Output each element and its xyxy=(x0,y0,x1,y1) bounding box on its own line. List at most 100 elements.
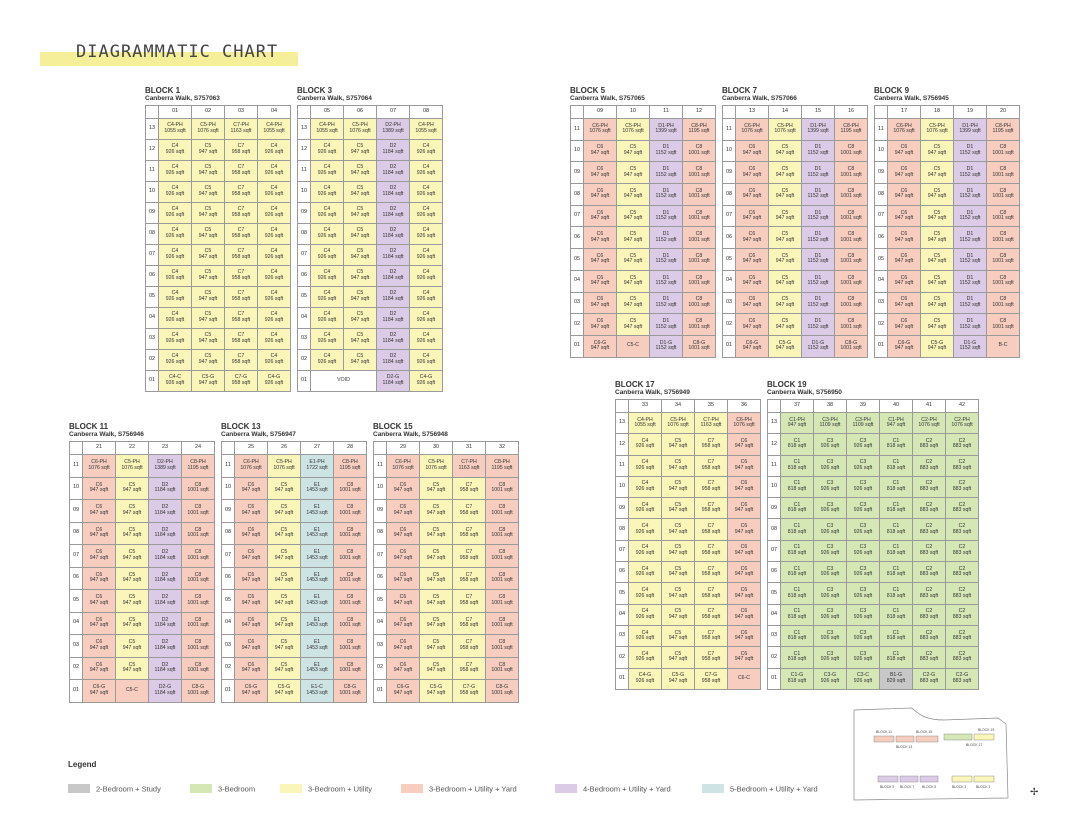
unit-cell: C5 947 sqft xyxy=(419,656,453,680)
unit-cell: C8-PH 1195 sqft xyxy=(485,454,519,478)
unit-area: 958 sqft xyxy=(459,487,479,494)
unit-type: C2 xyxy=(958,501,966,508)
unit-area: 947 sqft xyxy=(927,193,947,200)
unit-cell: E1 1453 sqft xyxy=(300,499,334,523)
unit-area: 1076 sqft xyxy=(667,422,689,429)
unit-cell: C6-G 947 sqft xyxy=(386,679,420,703)
floor-label: 07 xyxy=(297,244,311,266)
unit-area: 947 sqft xyxy=(122,509,142,516)
unit-area: 926 sqft xyxy=(853,549,873,556)
unit-column-header: 32 xyxy=(485,441,519,455)
unit-cell: C3 926 sqft xyxy=(813,561,847,584)
floor-label: 06 xyxy=(297,265,311,287)
unit-cell: C5 947 sqft xyxy=(343,181,377,203)
unit-cell: C4 926 sqft xyxy=(310,349,344,371)
floor-label: 10 xyxy=(570,139,584,163)
unit-type: D1-PH xyxy=(810,122,826,129)
unit-area: 1184 sqft xyxy=(382,254,404,260)
unit-type: C6 xyxy=(247,594,255,601)
unit-type: C5 xyxy=(432,639,440,646)
unit-type: C8 xyxy=(498,639,506,646)
unit-type: C1 xyxy=(793,523,801,530)
unit-cell: C8 1001 sqft xyxy=(485,566,519,590)
unit-type: C2 xyxy=(925,523,933,530)
unit-cell: C7 958 sqft xyxy=(452,476,486,500)
unit-area: 1184 sqft xyxy=(382,275,404,281)
floor-label: 07 xyxy=(767,539,781,563)
unit-area: 958 sqft xyxy=(701,549,721,556)
unit-type: D1 xyxy=(966,274,974,281)
unit-cell: C4 926 sqft xyxy=(257,223,291,245)
unit-cell: C8 1001 sqft xyxy=(682,248,716,271)
unit-column-header: 05 xyxy=(310,105,344,119)
unit-type: C5 xyxy=(204,227,212,234)
unit-area: 926 sqft xyxy=(635,592,655,599)
floor-label: 01 xyxy=(722,334,736,358)
unit-area: 1001 sqft xyxy=(187,689,209,696)
unit-area: 947 sqft xyxy=(775,301,795,308)
unit-cell: C8 1001 sqft xyxy=(333,566,367,590)
unit-cell: C1 818 sqft xyxy=(780,475,814,499)
floor-label: 08 xyxy=(145,223,159,245)
unit-area: 958 sqft xyxy=(701,443,721,450)
unit-area: 947 sqft xyxy=(927,323,947,330)
unit-type: C5 xyxy=(674,501,682,508)
unit-cell: C8 1001 sqft xyxy=(986,183,1020,206)
unit-type: C1 xyxy=(892,565,900,572)
unit-area: 1152 sqft xyxy=(959,323,981,330)
unit-cell: C5 947 sqft xyxy=(343,223,377,245)
unit-type: C3 xyxy=(859,523,867,530)
unit-area: 958 sqft xyxy=(701,528,721,535)
unit-cell: D1 1152 sqft xyxy=(649,313,683,336)
keyplan-block-13 xyxy=(895,735,915,743)
unit-area: 926 sqft xyxy=(820,592,840,599)
unit-type: C6 xyxy=(748,144,756,151)
unit-cell: C2 883 sqft xyxy=(945,603,979,626)
unit-type: C5 xyxy=(128,549,136,556)
unit-area: 1399 sqft xyxy=(807,128,829,135)
unit-area: 883 sqft xyxy=(919,464,939,471)
unit-area: 947 sqft xyxy=(590,323,610,330)
unit-type: C4 xyxy=(641,608,649,615)
unit-area: 947 sqft xyxy=(742,215,762,222)
unit-cell: C5 947 sqft xyxy=(768,226,802,250)
grid-corner xyxy=(221,441,235,455)
unit-cell: D2 1184 sqft xyxy=(148,521,182,545)
unit-cell: C1 818 sqft xyxy=(879,475,913,499)
unit-area: 883 sqft xyxy=(919,592,939,599)
block-grid: 09 10 11 12 11 C6-PH 1076 sqft C5-PH 1076 sqft D1… xyxy=(570,105,716,358)
unit-cell: C1 818 sqft xyxy=(879,497,913,520)
unit-cell: C5 947 sqft xyxy=(115,476,149,500)
unit-area: 1076 sqft xyxy=(774,128,796,135)
unit-cell: C6 947 sqft xyxy=(727,433,761,456)
unit-cell: C6 947 sqft xyxy=(735,313,769,336)
floor-label: 04 xyxy=(615,603,629,626)
unit-cell: C6 947 sqft xyxy=(727,475,761,499)
unit-cell: C5 947 sqft xyxy=(191,202,225,224)
unit-area: 926 sqft xyxy=(317,275,337,281)
unit-area: 947 sqft xyxy=(198,338,218,344)
unit-cell: C5 947 sqft xyxy=(419,476,453,500)
unit-type: C7 xyxy=(465,549,473,556)
unit-type: C4 xyxy=(422,269,430,276)
floor-label: 03 xyxy=(722,291,736,315)
unit-type: C1 xyxy=(793,480,801,487)
unit-area: 947 sqft xyxy=(742,150,762,157)
unit-cell: C8 1001 sqft xyxy=(682,161,716,185)
unit-cell: C7 958 sqft xyxy=(694,518,728,541)
unit-type: C5 xyxy=(128,571,136,578)
unit-type: C6 xyxy=(900,144,908,151)
unit-cell: C4 926 sqft xyxy=(409,223,443,245)
unit-area: 1152 sqft xyxy=(959,215,981,222)
block-19: BLOCK 19 Canberra Walk, S756950 37 38 39 40 41… xyxy=(767,380,979,690)
unit-cell: C5 947 sqft xyxy=(768,313,802,336)
floor-label: 02 xyxy=(373,656,387,680)
unit-area: 947 sqft xyxy=(393,509,413,516)
unit-cell: C5 947 sqft xyxy=(920,313,954,336)
floor-label: 05 xyxy=(69,589,83,613)
unit-area: 947 sqft xyxy=(668,464,688,471)
unit-cell: C6 947 sqft xyxy=(583,161,617,185)
unit-area: 947 sqft xyxy=(426,689,446,696)
block-grid: 25 26 27 28 11 C6-PH 1076 sqft C5-PH 1076 sqft E1… xyxy=(221,441,367,703)
floor-label: 02 xyxy=(297,349,311,371)
